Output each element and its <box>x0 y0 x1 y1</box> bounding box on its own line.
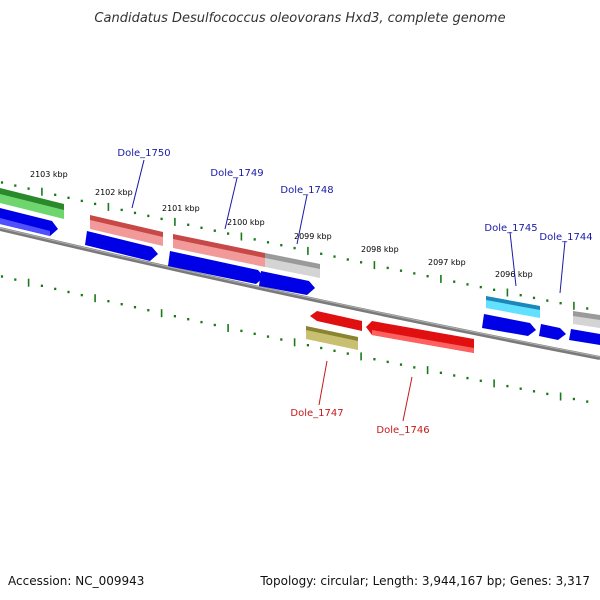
gene-block-dole-1745[interactable] <box>486 300 540 318</box>
reverse-genes <box>306 311 474 353</box>
tick-label-2100: 2100 kbp <box>227 218 265 227</box>
genome-backbone <box>0 227 600 360</box>
tick-label-2101: 2101 kbp <box>162 204 200 213</box>
gene-block-green-light <box>0 194 64 219</box>
gene-label-dole-1744[interactable]: Dole_1744 <box>539 232 592 243</box>
gene-block-dole-1744[interactable] <box>573 316 600 328</box>
gene-label-dole-1745[interactable]: Dole_1745 <box>484 223 537 234</box>
gene-blocks-upper <box>0 188 600 328</box>
leader-line-dole-1744 <box>559 240 566 294</box>
reverse-arrow-dole-1747[interactable] <box>310 311 362 331</box>
genome-summary-text: Topology: circular; Length: 3,944,167 bp… <box>260 574 590 588</box>
gene-block-dole-1748[interactable] <box>265 258 320 278</box>
gene-label-dole-1746[interactable]: Dole_1746 <box>376 425 429 436</box>
genome-backbone-highlight <box>0 227 600 358</box>
gene-block-dole-1750[interactable] <box>90 220 163 246</box>
forward-arrow-1[interactable] <box>0 208 58 236</box>
forward-arrow-dole-1748[interactable] <box>259 271 315 295</box>
forward-arrow-dole-1750[interactable] <box>85 231 158 261</box>
upper-tick-row <box>0 181 589 310</box>
gene-label-dole-1747[interactable]: Dole_1747 <box>290 408 343 419</box>
tick-label-2097: 2097 kbp <box>428 258 466 267</box>
leader-line-dole-1748 <box>296 194 308 245</box>
lower-tick-row <box>0 275 589 403</box>
leader-line-dole-1749 <box>224 177 238 230</box>
tick-labels: 2103 kbp 2102 kbp 2101 kbp 2100 kbp 2099… <box>30 170 533 279</box>
gene-labels: Dole_1750 Dole_1749 Dole_1748 Dole_1745 … <box>117 148 592 436</box>
forward-arrow-dole-1744[interactable] <box>539 324 566 340</box>
leader-line-dole-1747 <box>318 360 328 406</box>
genome-title: Candidatus Desulfococcus oleovorans Hxd3… <box>94 11 505 26</box>
forward-arrow-dole-1745[interactable] <box>482 314 536 336</box>
accession-text: Accession: NC_009943 <box>8 574 145 588</box>
gene-label-dole-1750[interactable]: Dole_1750 <box>117 148 170 159</box>
forward-arrows <box>0 208 600 345</box>
forward-arrow-dole-1749[interactable] <box>168 251 264 284</box>
leader-line-dole-1746 <box>402 376 413 422</box>
reverse-arrow-dole-1746-shade <box>372 330 474 353</box>
gene-label-dole-1749[interactable]: Dole_1749 <box>210 168 263 179</box>
tick-label-2102: 2102 kbp <box>95 188 133 197</box>
tick-label-2099: 2099 kbp <box>294 232 332 241</box>
tick-label-2096: 2096 kbp <box>495 270 533 279</box>
gene-label-dole-1748[interactable]: Dole_1748 <box>280 185 333 196</box>
forward-arrow-next[interactable] <box>569 329 600 345</box>
forward-arrow-1-shade <box>0 218 50 236</box>
gene-block-dole-1747[interactable] <box>306 330 358 350</box>
leader-line-dole-1750 <box>131 159 145 209</box>
tick-label-2103: 2103 kbp <box>30 170 68 179</box>
tick-label-2098: 2098 kbp <box>361 245 399 254</box>
leader-line-dole-1745 <box>509 231 517 287</box>
gene-block-dole-1749[interactable] <box>173 239 265 267</box>
